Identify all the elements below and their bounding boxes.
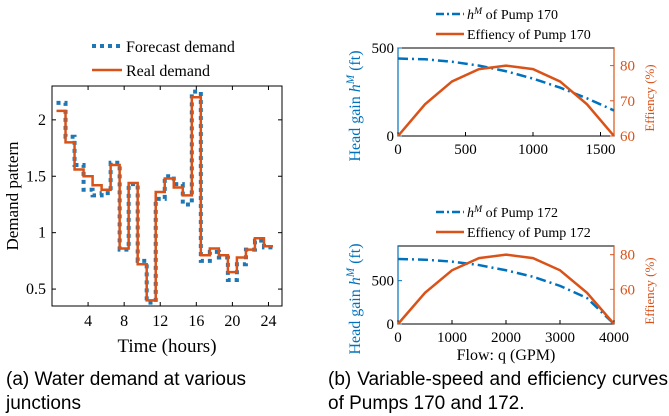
y-axis-label-right-b2: Effiency (%) [642,257,657,324]
x-tick-label-b2: 4000 [599,330,629,346]
legend-b1-label-eff: Effiency of Pump 170 [467,28,591,43]
x-tick-label-b1: 500 [454,142,477,158]
x-tick-label-b2: 1000 [437,330,467,346]
axes-b1-frame [397,47,615,137]
axes-a-frame [51,85,283,307]
y-tick-label-a: 1.5 [26,168,46,185]
series-efficiency-b1 [397,64,615,137]
series-head-gain-b2 [397,257,615,325]
x-tick-label-b1: 0 [394,142,402,158]
legend-b2-label-head: hM of Pump 172 [467,204,558,222]
x-tick-label-a: 4 [84,313,92,330]
y-tick-label-left-b1: 500 [372,41,395,57]
x-tick-label-b1: 1000 [518,142,548,158]
x-axis-label-a: Time (hours) [117,336,216,357]
y-tick-label-a: 1 [38,225,46,242]
x-tick-label-b2: 2000 [491,330,521,346]
legend-a-label: Real demand [126,63,210,80]
y-tick-label-left-b2: 500 [372,274,395,290]
y-axis-label-left-b2: Head gain hM (ft) [345,243,364,354]
y-tick-label-a: 2 [38,112,46,129]
series-real-demand [56,96,273,302]
y-tick-label-right-b1: 70 [620,94,635,110]
axes-b2-frame [397,245,615,325]
legend-b2-label-eff: Effiency of Pump 172 [467,226,591,241]
x-axis-label-b2: Flow: q (GPM) [457,347,556,364]
y-tick-label-right-b1: 80 [620,59,635,75]
x-tick-label-a: 12 [152,313,168,330]
y-axis-label-left-b1: Head gain hM (ft) [345,50,364,161]
x-tick-label-b2: 3000 [545,330,575,346]
y-tick-label-left-b1: 0 [387,129,395,145]
y-tick-label-right-b2: 60 [620,282,635,298]
y-axis-label-right-b1: Effiency (%) [642,64,657,131]
x-tick-label-a: 8 [120,313,128,330]
y-tick-label-a: 0.5 [26,281,46,298]
series-head-gain-b1 [397,57,615,112]
caption-b: (b) Variable-speed and efficiency curves… [328,369,668,414]
legend-a-label: Forecast demand [126,39,235,56]
y-tick-label-right-b1: 60 [620,129,635,145]
x-tick-label-a: 20 [224,313,240,330]
series-efficiency-b2 [397,253,615,325]
x-tick-label-a: 24 [260,313,276,330]
y-axis-label-a: Demand pattern [3,141,22,251]
caption-a: (a) Water demand at various junctions [6,369,247,414]
series-forecast-demand [56,89,273,305]
legend-b1-label-head: hM of Pump 170 [467,6,558,24]
x-tick-label-b1: 1500 [586,142,616,158]
x-tick-label-a: 16 [188,313,204,330]
y-tick-label-right-b2: 80 [620,248,635,264]
y-tick-label-left-b2: 0 [387,317,395,333]
x-tick-label-b2: 0 [394,330,402,346]
figure: 4 8 12 16 20 24 0.5 1 1.5 2 Time (hours) Demand pat… [3,6,657,365]
